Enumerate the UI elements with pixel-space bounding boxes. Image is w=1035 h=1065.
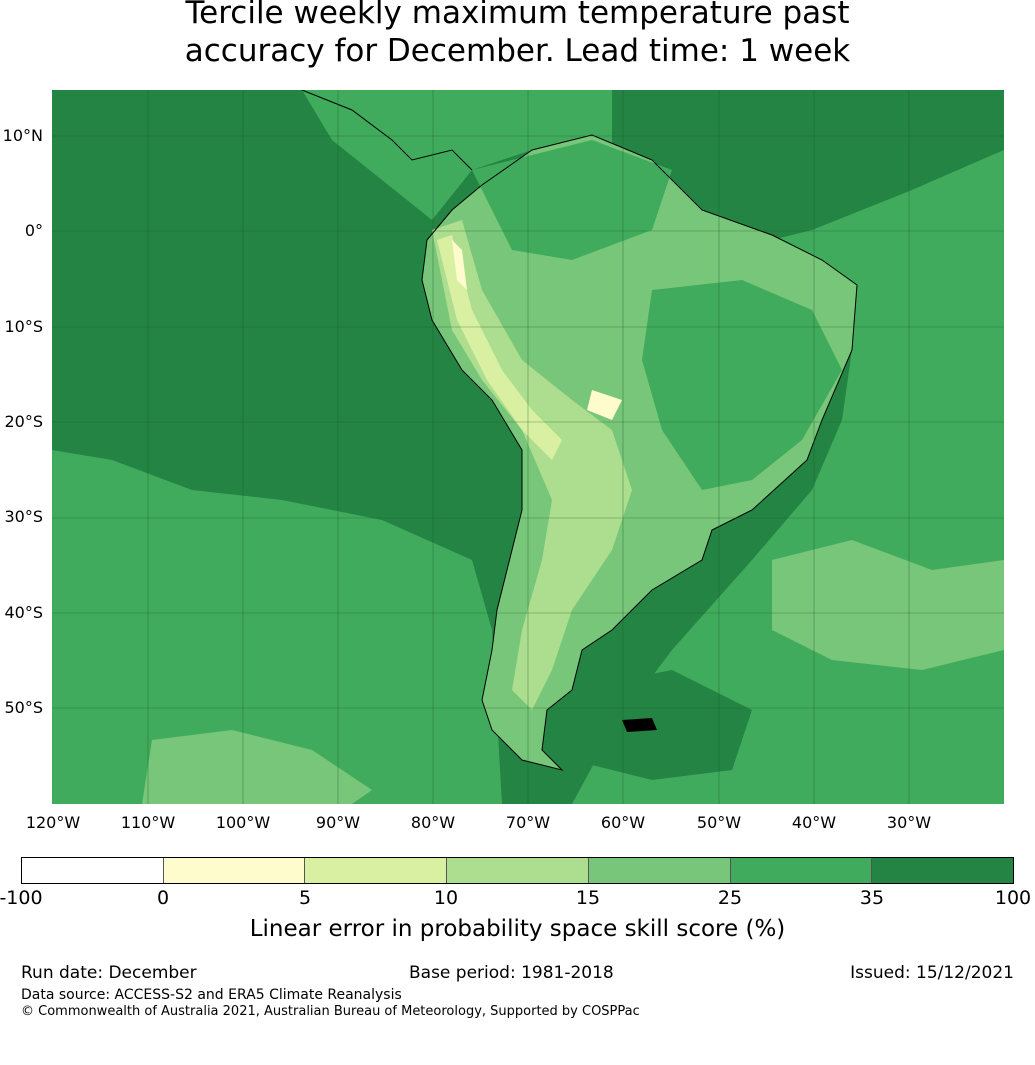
lat-label-20s: 20°S <box>4 412 43 431</box>
lat-label-10s: 10°S <box>4 317 43 336</box>
south-pacific-light-patch <box>142 730 372 804</box>
colorbar-tick: 100 <box>994 887 1032 909</box>
lon-label-110w: 110°W <box>120 813 176 832</box>
altiplano-patch <box>587 390 622 420</box>
data-source: Data source: ACCESS-S2 and ERA5 Climate … <box>21 987 402 1003</box>
base-period: Base period: 1981-2018 <box>409 963 614 983</box>
colorbar-label: Linear error in probability space skill … <box>249 916 786 942</box>
title-line-2: accuracy for December. Lead time: 1 week <box>184 33 851 69</box>
lon-label-70w: 70°W <box>505 813 551 832</box>
andes-high-band <box>437 235 562 460</box>
falklands <box>622 718 657 732</box>
issued-date: Issued: 15/12/2021 <box>850 963 1014 983</box>
colorbar <box>21 857 1014 884</box>
colorbar-segment <box>730 858 873 883</box>
colorbar-tick: 25 <box>717 887 743 909</box>
colorbar-segment <box>163 858 306 883</box>
colorbar-segment <box>447 858 589 883</box>
central-america-coast <box>301 90 473 171</box>
run-date: Run date: December <box>21 963 197 983</box>
gridlines <box>52 90 1004 804</box>
amazon-north <box>472 140 672 260</box>
atlantic-light-patch <box>772 540 1004 670</box>
lat-label-10n: 10°N <box>2 126 43 145</box>
colorbar-tick: 0 <box>156 887 170 909</box>
colorbar-tick: 35 <box>859 887 885 909</box>
lon-label-90w: 90°W <box>315 813 361 832</box>
coastline <box>421 134 858 771</box>
lon-label-40w: 40°W <box>791 813 837 832</box>
north-atlantic-region <box>882 150 1004 350</box>
lat-label-50s: 50°S <box>4 698 43 717</box>
title-line-1: Tercile weekly maximum temperature past <box>185 0 850 31</box>
colorbar-tick: 5 <box>298 887 312 909</box>
copyright: © Commonwealth of Australia 2021, Austra… <box>21 1004 640 1019</box>
lon-label-50w: 50°W <box>696 813 742 832</box>
brazil-plateau <box>642 280 842 490</box>
chart-title: Tercile weekly maximum temperature past … <box>0 0 1035 70</box>
lon-label-120w: 120°W <box>25 813 81 832</box>
colorbar-segment <box>588 858 731 883</box>
andes-peak-patch <box>452 240 467 290</box>
colorbar-segment <box>872 858 1014 883</box>
lon-label-30w: 30°W <box>886 813 932 832</box>
lon-label-100w: 100°W <box>215 813 271 832</box>
lon-label-80w: 80°W <box>410 813 456 832</box>
lat-label-40s: 40°S <box>4 603 43 622</box>
patagonian-shelf-dark <box>572 670 752 780</box>
skill-map <box>52 90 1004 804</box>
colorbar-tick: 10 <box>433 887 459 909</box>
colorbar-segment <box>305 858 448 883</box>
colorbar-segment <box>22 858 164 883</box>
lon-label-60w: 60°W <box>600 813 646 832</box>
lat-label-0: 0° <box>24 221 43 240</box>
colorbar-tick: -100 <box>0 887 43 909</box>
colorbar-tick: 15 <box>575 887 601 909</box>
lat-label-30s: 30°S <box>4 507 43 526</box>
map-svg <box>52 90 1004 804</box>
